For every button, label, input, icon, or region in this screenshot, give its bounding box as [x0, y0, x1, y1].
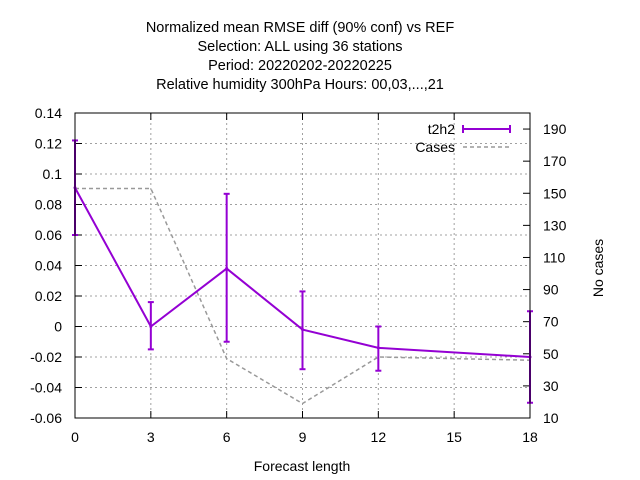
data-point	[301, 328, 304, 332]
x-tick-label: 9	[299, 429, 307, 445]
data-point	[149, 325, 153, 328]
y-tick-label: 0.02	[35, 288, 62, 304]
plot-frame	[74, 112, 531, 419]
y-tick-label: -0.06	[30, 410, 62, 426]
chart-title: Normalized mean RMSE diff (90% conf) vs …	[146, 20, 455, 93]
x-axis-label: Forecast length	[254, 458, 351, 474]
grid	[75, 113, 530, 418]
x-tick-label: 12	[371, 429, 387, 445]
y2-axis-ticks: 10 30 50 70 90 110 130 150 170 190	[523, 121, 567, 426]
y2-tick-label: 190	[543, 121, 567, 137]
y2-tick-label: 30	[543, 378, 559, 394]
y-tick-label: 0.08	[35, 197, 62, 213]
x-tick-label: 18	[522, 429, 538, 445]
y2-tick-label: 110	[543, 249, 566, 265]
x-tick-label: 15	[446, 429, 462, 445]
title-line: Selection: ALL using 36 stations	[197, 39, 402, 55]
y-tick-label: 0.06	[35, 227, 62, 243]
y-tick-label: 0.1	[43, 166, 63, 182]
y-tick-label: -0.02	[30, 349, 62, 365]
y-tick-label: -0.04	[30, 380, 62, 396]
legend-label-t2h2: t2h2	[428, 121, 455, 137]
title-line: Relative humidity 300hPa Hours: 00,03,..…	[156, 77, 444, 93]
y2-axis-label: No cases	[590, 239, 606, 297]
y-tick-label: 0.14	[35, 105, 62, 121]
data-point	[225, 267, 229, 271]
x-axis-ticks: 0 3 6 9 12 15 18	[71, 113, 538, 445]
y2-tick-label: 170	[543, 153, 567, 169]
data-point	[376, 346, 380, 350]
y2-tick-label: 130	[543, 217, 567, 233]
legend-label-cases: Cases	[415, 139, 455, 155]
x-tick-label: 3	[147, 429, 155, 445]
title-line: Normalized mean RMSE diff (90% conf) vs …	[146, 20, 455, 36]
y-tick-label: 0.12	[35, 136, 62, 152]
x-tick-label: 6	[223, 429, 231, 445]
y2-tick-label: 150	[543, 185, 567, 201]
y2-tick-label: 70	[543, 314, 559, 330]
y2-tick-label: 90	[543, 282, 559, 298]
x-tick-label: 0	[71, 429, 79, 445]
title-line: Period: 20220202-20220225	[208, 58, 392, 74]
y-tick-label: 0.04	[35, 258, 62, 274]
series-line-cases	[75, 187, 531, 405]
y-axis-ticks: -0.06 -0.04 -0.02 0 0.02 0.04 0.06 0.08 0.1 0.12 0…	[30, 105, 82, 426]
y2-tick-label: 10	[543, 410, 559, 426]
series-line-t2h2	[74, 187, 531, 358]
legend: t2h2 Cases	[415, 121, 511, 155]
y2-tick-label: 50	[543, 346, 559, 362]
y-tick-label: 0	[54, 319, 62, 335]
